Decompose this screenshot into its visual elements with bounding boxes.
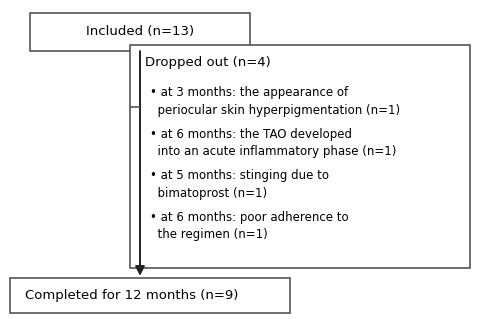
Text: Dropped out (n=4): Dropped out (n=4) xyxy=(145,56,271,69)
Bar xyxy=(30,13,250,51)
Text: periocular skin hyperpigmentation (n=1): periocular skin hyperpigmentation (n=1) xyxy=(150,104,400,117)
Bar xyxy=(10,278,290,313)
Bar xyxy=(130,45,470,268)
Text: the regimen (n=1): the regimen (n=1) xyxy=(150,228,268,241)
Text: into an acute inflammatory phase (n=1): into an acute inflammatory phase (n=1) xyxy=(150,145,396,158)
Text: • at 6 months: the TAO developed: • at 6 months: the TAO developed xyxy=(150,128,352,141)
Text: Included (n=13): Included (n=13) xyxy=(86,26,194,38)
Text: Completed for 12 months (n=9): Completed for 12 months (n=9) xyxy=(25,289,238,301)
Text: • at 6 months: poor adherence to: • at 6 months: poor adherence to xyxy=(150,211,348,224)
Text: • at 3 months: the appearance of: • at 3 months: the appearance of xyxy=(150,86,348,99)
Text: • at 5 months: stinging due to: • at 5 months: stinging due to xyxy=(150,169,329,182)
Text: bimatoprost (n=1): bimatoprost (n=1) xyxy=(150,187,267,200)
